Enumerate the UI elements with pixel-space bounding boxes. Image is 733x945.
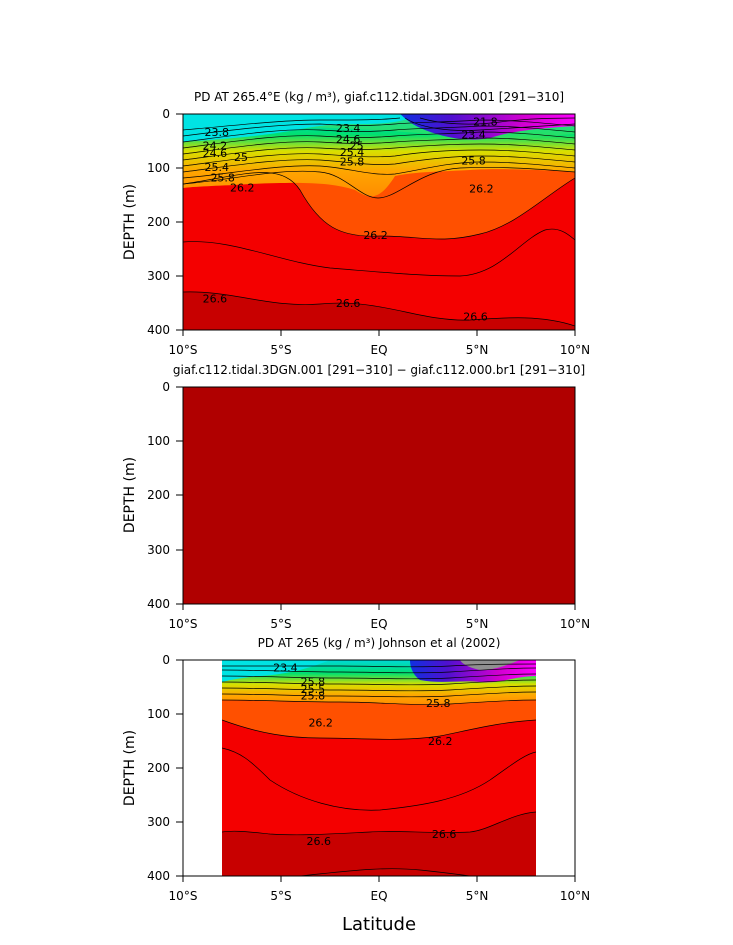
y-tick-label: 300 <box>147 269 170 283</box>
y-tick-label: 100 <box>147 161 170 175</box>
contour-label: 26.6 <box>463 311 488 324</box>
x-tick-label: 10°N <box>560 617 590 631</box>
contour-label: 26.2 <box>428 735 453 748</box>
y-axis-label: DEPTH (m) <box>122 184 138 260</box>
x-tick-label: 10°N <box>560 343 590 357</box>
x-tick-labels: 10°S 5°S EQ 5°N 10°N <box>169 617 591 631</box>
panel-difference: giaf.c112.tidal.3DGN.001 [291−310] − gia… <box>122 363 590 631</box>
x-tick-label: EQ <box>370 617 387 631</box>
contour-label: 23.4 <box>461 129 486 142</box>
y-tick-label: 200 <box>147 488 170 502</box>
contour-label: 25 <box>234 151 248 164</box>
contour-label: 25.4 <box>205 161 230 174</box>
x-tick-label: 5°S <box>270 343 291 357</box>
contour-label: 25.8 <box>340 156 365 169</box>
panel-title: PD AT 265 (kg / m³) Johnson et al (2002) <box>258 636 501 650</box>
gray-surface-patch <box>460 660 520 670</box>
contour-label: 23.4 <box>336 122 361 135</box>
contour-label: 26.2 <box>363 229 388 242</box>
contour-label: 23.8 <box>205 126 230 139</box>
contour-label: 25.8 <box>426 697 451 710</box>
y-ticks <box>176 659 183 877</box>
x-tick-label: 5°S <box>270 617 291 631</box>
contour-label: 26.6 <box>203 293 228 306</box>
y-tick-label: 0 <box>162 380 170 394</box>
contour-label: 26.6 <box>336 297 361 310</box>
panel-model: PD AT 265.4°E (kg / m³), giaf.c112.tidal… <box>122 90 590 357</box>
contour-label: 26.6 <box>306 835 331 848</box>
x-ticks <box>182 876 576 882</box>
contour-label: 26.2 <box>230 181 255 194</box>
tick-labels: 0 100 200 300 400 <box>147 653 170 883</box>
y-tick-label: 300 <box>147 815 170 829</box>
contour-label: 21.8 <box>473 116 498 129</box>
y-ticks <box>176 113 183 331</box>
contour-label: 26.2 <box>469 183 494 196</box>
panel-title: giaf.c112.tidal.3DGN.001 [291−310] − gia… <box>173 363 585 377</box>
x-tick-label: 10°S <box>169 889 198 903</box>
x-tick-label: EQ <box>370 343 387 357</box>
y-tick-label: 100 <box>147 434 170 448</box>
x-ticks <box>182 604 576 610</box>
contour-label: 25.8 <box>301 690 326 703</box>
contour-lines <box>222 663 536 876</box>
y-tick-label: 100 <box>147 707 170 721</box>
y-tick-label: 200 <box>147 215 170 229</box>
contour-label: 24.2 <box>203 139 228 152</box>
x-tick-label: EQ <box>370 889 387 903</box>
contour-labels: 23.824.224.6 2525.425.826.223.424.62525.4… <box>203 116 498 324</box>
y-axis-label: DEPTH (m) <box>122 730 138 806</box>
contour-label: 24.6 <box>336 133 361 146</box>
y-tick-label: 0 <box>162 653 170 667</box>
x-tick-label: 5°S <box>270 889 291 903</box>
contour-lines <box>183 117 575 327</box>
x-tick-label: 10°S <box>169 617 198 631</box>
x-tick-label: 5°N <box>466 617 489 631</box>
contour-label: 25.8 <box>461 154 486 167</box>
contour-label: 25 <box>350 139 364 152</box>
contour-fill <box>183 114 575 330</box>
x-axis-label: Latitude <box>342 914 416 935</box>
x-tick-label: 5°N <box>466 343 489 357</box>
x-tick-labels: 10°S 5°S EQ 5°N 10°N <box>169 343 591 357</box>
contour-label: 25.4 <box>340 146 365 159</box>
purple-surface <box>400 114 575 140</box>
y-axis-label: DEPTH (m) <box>122 457 138 533</box>
x-ticks <box>182 330 576 336</box>
contour-label: 24.6 <box>203 147 228 160</box>
contour-labels: 23.425.825.525.825.826.226.226.626.6 <box>273 662 456 848</box>
x-tick-labels: 10°S 5°S EQ 5°N 10°N <box>169 889 591 903</box>
y-tick-label: 300 <box>147 543 170 557</box>
tick-labels: 0 100 200 300 400 <box>147 380 170 611</box>
contour-label: 25.8 <box>301 676 326 689</box>
contour-label: 25.5 <box>301 683 326 696</box>
contour-label: 23.4 <box>273 662 298 675</box>
contour-label: 26.6 <box>432 828 457 841</box>
panel-title: PD AT 265.4°E (kg / m³), giaf.c112.tidal… <box>194 90 564 104</box>
y-tick-label: 400 <box>147 323 170 337</box>
y-tick-label: 0 <box>162 107 170 121</box>
contour-label: 26.2 <box>308 717 333 730</box>
uniform-fill <box>183 387 575 604</box>
y-tick-label: 400 <box>147 597 170 611</box>
y-tick-label: 400 <box>147 869 170 883</box>
panel-observed: PD AT 265 (kg / m³) Johnson et al (2002)… <box>122 636 590 903</box>
cyan-surface <box>183 114 420 142</box>
tick-labels: 0 100 200 300 400 <box>147 107 170 337</box>
x-tick-label: 10°S <box>169 343 198 357</box>
x-tick-label: 10°N <box>560 889 590 903</box>
x-tick-label: 5°N <box>466 889 489 903</box>
y-ticks <box>176 386 183 605</box>
contour-fill <box>222 660 536 876</box>
y-tick-label: 200 <box>147 761 170 775</box>
contour-label: 25.8 <box>210 172 235 185</box>
